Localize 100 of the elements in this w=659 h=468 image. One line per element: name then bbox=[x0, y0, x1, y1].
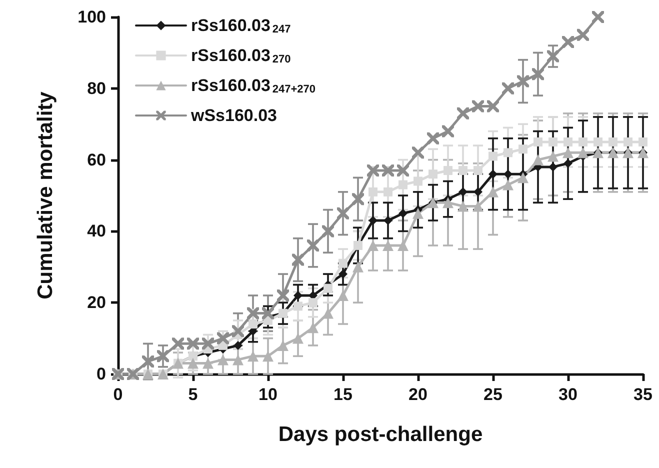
point bbox=[368, 187, 378, 196]
x-tick-label: 0 bbox=[113, 385, 123, 404]
y-tick-label: 40 bbox=[87, 222, 106, 241]
point bbox=[232, 325, 244, 338]
point bbox=[142, 356, 154, 368]
point bbox=[428, 170, 438, 179]
point bbox=[398, 180, 408, 190]
point bbox=[398, 208, 408, 218]
point bbox=[488, 170, 498, 179]
y-tick-label: 0 bbox=[96, 364, 106, 384]
point bbox=[262, 307, 274, 320]
point bbox=[218, 354, 228, 366]
point bbox=[594, 137, 602, 146]
point bbox=[458, 200, 468, 212]
y-tick-label: 80 bbox=[87, 78, 106, 98]
point bbox=[532, 68, 544, 80]
point bbox=[352, 193, 364, 206]
point bbox=[427, 132, 439, 144]
point bbox=[157, 350, 169, 362]
point bbox=[458, 187, 468, 196]
point bbox=[397, 164, 409, 177]
point bbox=[624, 137, 632, 146]
point bbox=[294, 302, 302, 311]
point bbox=[384, 187, 392, 196]
point bbox=[308, 298, 318, 308]
point bbox=[472, 100, 484, 112]
y-tick-label: 60 bbox=[87, 150, 106, 170]
point bbox=[502, 82, 514, 94]
point bbox=[564, 137, 572, 146]
point bbox=[188, 358, 198, 369]
point bbox=[262, 350, 274, 362]
point bbox=[187, 338, 199, 350]
x-tick-label: 25 bbox=[484, 385, 502, 404]
point bbox=[412, 208, 424, 219]
point bbox=[384, 216, 392, 225]
point bbox=[234, 340, 242, 350]
point bbox=[592, 11, 604, 23]
x-tick-label: 10 bbox=[258, 385, 278, 404]
point bbox=[217, 332, 229, 344]
legend-label: wSs160.03 bbox=[190, 106, 278, 125]
point bbox=[564, 158, 572, 168]
point bbox=[307, 239, 319, 252]
x-tick-label: 30 bbox=[558, 385, 578, 404]
point bbox=[578, 147, 588, 158]
point bbox=[562, 147, 574, 158]
point bbox=[202, 358, 214, 369]
point bbox=[472, 200, 484, 212]
point bbox=[352, 261, 364, 272]
point bbox=[517, 75, 529, 88]
point bbox=[487, 100, 499, 112]
point bbox=[337, 207, 349, 220]
y-tick-label: 20 bbox=[87, 293, 106, 312]
point bbox=[367, 164, 379, 177]
point bbox=[518, 172, 528, 184]
x-tick-label: 35 bbox=[634, 385, 652, 404]
point bbox=[577, 28, 589, 41]
y-tick-label: 100 bbox=[78, 8, 106, 26]
point bbox=[442, 125, 454, 138]
point bbox=[322, 308, 334, 319]
point bbox=[638, 137, 648, 146]
point bbox=[532, 154, 544, 166]
point bbox=[292, 254, 304, 266]
point bbox=[324, 284, 332, 293]
point bbox=[534, 137, 542, 146]
point bbox=[322, 225, 334, 238]
point bbox=[382, 164, 394, 177]
point bbox=[548, 150, 558, 162]
point bbox=[308, 322, 318, 334]
point bbox=[474, 187, 482, 196]
point bbox=[232, 354, 244, 366]
point bbox=[457, 107, 469, 120]
x-axis-title: Days post-challenge bbox=[278, 423, 483, 446]
point bbox=[458, 166, 468, 176]
point bbox=[488, 152, 498, 161]
point bbox=[518, 144, 528, 154]
point bbox=[248, 350, 258, 362]
point bbox=[547, 50, 559, 62]
point bbox=[277, 289, 289, 302]
point bbox=[247, 307, 259, 320]
point bbox=[338, 270, 348, 279]
point bbox=[504, 148, 512, 158]
point bbox=[548, 162, 558, 172]
point bbox=[504, 170, 512, 179]
point bbox=[292, 332, 304, 344]
point bbox=[548, 137, 558, 146]
point bbox=[248, 320, 258, 329]
x-tick-label: 15 bbox=[334, 385, 352, 404]
point bbox=[414, 176, 422, 186]
point bbox=[338, 258, 348, 268]
point bbox=[442, 197, 454, 208]
point bbox=[502, 179, 514, 190]
point bbox=[474, 166, 482, 176]
point bbox=[294, 290, 302, 300]
point bbox=[202, 338, 214, 350]
point bbox=[608, 137, 618, 146]
x-tick-label: 20 bbox=[408, 385, 428, 404]
point bbox=[368, 216, 378, 225]
point bbox=[562, 36, 574, 48]
point bbox=[488, 186, 498, 198]
point bbox=[412, 146, 424, 159]
